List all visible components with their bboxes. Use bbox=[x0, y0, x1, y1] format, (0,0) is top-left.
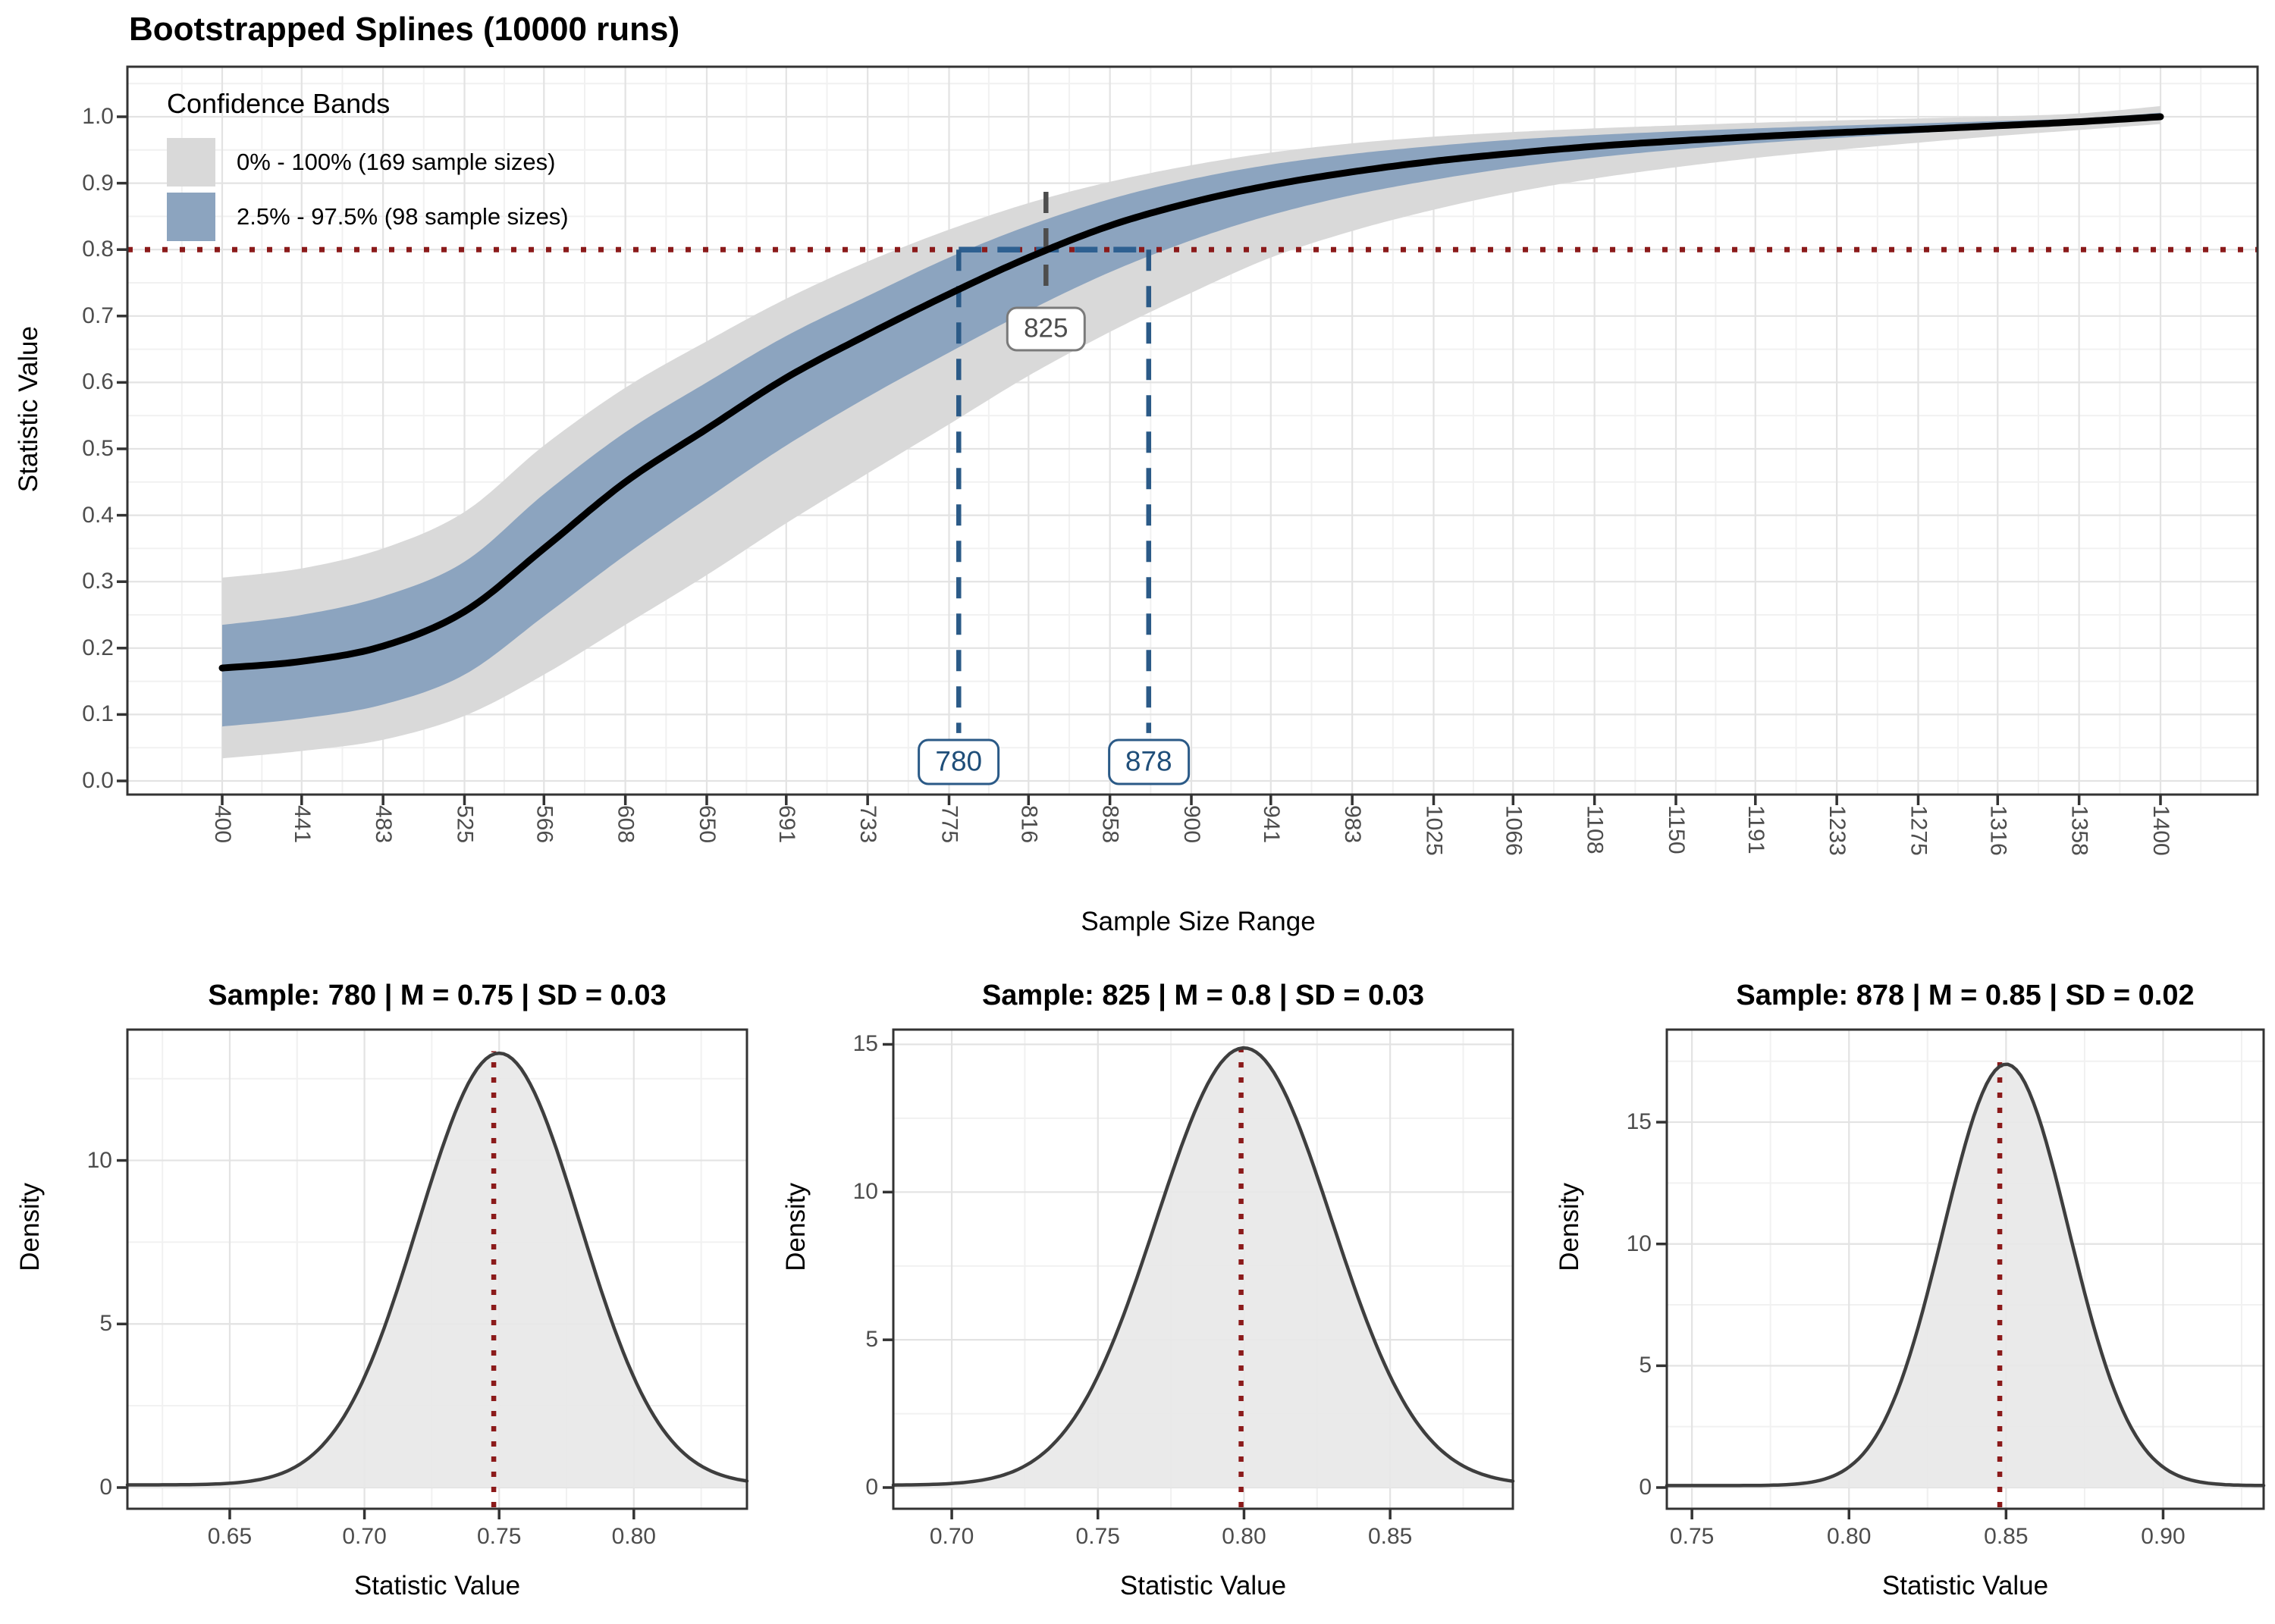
main-x-tick-label: 733 bbox=[855, 805, 881, 844]
outer-band-label: 0% - 100% (169 sample sizes) bbox=[237, 149, 556, 175]
density-y-tick-label: 0 bbox=[99, 1475, 112, 1500]
main-x-tick-label: 691 bbox=[774, 805, 799, 844]
density-area-878 bbox=[1667, 1064, 2264, 1488]
main-y-tick-label: 0.8 bbox=[82, 237, 114, 262]
main-x-tick-label: 1275 bbox=[1906, 805, 1931, 856]
annotation-mean-crossing: 825 bbox=[1006, 306, 1086, 352]
main-y-axis-title: Statistic Value bbox=[14, 326, 43, 493]
density-curve-825 bbox=[891, 1046, 1515, 1487]
main-x-tick-label: 525 bbox=[452, 805, 478, 844]
density-x-tick-label: 0.80 bbox=[611, 1524, 656, 1549]
density-y-tick-label: 15 bbox=[852, 1031, 878, 1057]
inner-band-label: 2.5% - 97.5% (98 sample sizes) bbox=[237, 203, 569, 230]
density-y-tick-label: 15 bbox=[1626, 1109, 1652, 1135]
main-x-tick-label: 608 bbox=[613, 805, 639, 844]
density-y-tick-label: 10 bbox=[86, 1147, 112, 1173]
inner-band-swatch bbox=[167, 193, 215, 241]
annotation-upper-crossing: 878 bbox=[1107, 738, 1190, 785]
density-x-tick-label: 0.75 bbox=[476, 1524, 522, 1549]
density-panel-border bbox=[1665, 1028, 2265, 1510]
density-x-tick-label: 0.85 bbox=[1367, 1524, 1413, 1549]
legend-item-inner-band: 2.5% - 97.5% (98 sample sizes) bbox=[167, 193, 569, 241]
outer-band-swatch bbox=[167, 138, 215, 187]
density-area-780 bbox=[127, 1053, 747, 1488]
main-y-tick-label: 0.0 bbox=[82, 768, 114, 793]
density-x-tick-label: 0.70 bbox=[342, 1524, 387, 1549]
density-x-tick-label: 0.80 bbox=[1827, 1524, 1872, 1549]
main-x-tick-label: 650 bbox=[695, 805, 720, 844]
main-chart-title: Bootstrapped Splines (10000 runs) bbox=[129, 11, 680, 48]
main-y-tick-label: 0.4 bbox=[82, 502, 114, 528]
density-title-825: Sample: 825 | M = 0.8 | SD = 0.03 bbox=[981, 980, 1425, 1011]
main-x-tick-label: 1233 bbox=[1825, 805, 1850, 856]
main-y-tick-label: 0.2 bbox=[82, 635, 114, 660]
density-x-tick-label: 0.85 bbox=[1984, 1524, 2029, 1549]
main-x-tick-label: 400 bbox=[210, 805, 235, 844]
main-x-tick-label: 775 bbox=[937, 805, 962, 844]
density-x-axis-title-878: Statistic Value bbox=[1881, 1571, 2049, 1600]
main-y-tick-label: 1.0 bbox=[82, 104, 114, 129]
main-y-tick-label: 0.5 bbox=[82, 436, 114, 461]
density-y-axis-title-780: Density bbox=[15, 1183, 45, 1271]
main-x-tick-label: 1316 bbox=[1985, 805, 2011, 856]
density-x-tick-label: 0.70 bbox=[929, 1524, 974, 1549]
density-y-tick-label: 0 bbox=[1639, 1475, 1652, 1500]
density-x-tick-label: 0.65 bbox=[207, 1524, 253, 1549]
main-y-tick-label: 0.3 bbox=[82, 569, 114, 594]
main-panel-border bbox=[126, 65, 2259, 796]
main-y-tick-label: 0.7 bbox=[82, 303, 114, 328]
density-curve-878 bbox=[1665, 1062, 2266, 1488]
density-area-825 bbox=[893, 1048, 1513, 1488]
main-y-tick-label: 0.9 bbox=[82, 170, 114, 196]
density-x-axis-title-825: Statistic Value bbox=[1119, 1571, 1287, 1600]
main-x-tick-label: 1358 bbox=[2066, 805, 2092, 856]
density-y-tick-label: 0 bbox=[865, 1475, 878, 1500]
main-x-tick-label: 900 bbox=[1179, 805, 1204, 844]
density-y-tick-label: 10 bbox=[1626, 1231, 1652, 1256]
main-x-tick-label: 983 bbox=[1340, 805, 1366, 844]
density-x-tick-label: 0.90 bbox=[2141, 1524, 2186, 1549]
main-y-tick-label: 0.6 bbox=[82, 369, 114, 395]
density-y-axis-title-825: Density bbox=[781, 1183, 811, 1271]
density-curve-780 bbox=[125, 1051, 749, 1487]
inner-confidence-band bbox=[222, 112, 2160, 727]
main-x-tick-label: 858 bbox=[1097, 805, 1123, 844]
density-panel-border bbox=[892, 1028, 1514, 1510]
density-panel-border bbox=[126, 1028, 748, 1510]
main-x-tick-label: 1108 bbox=[1582, 805, 1608, 854]
density-x-tick-label: 0.75 bbox=[1669, 1524, 1715, 1549]
density-y-tick-label: 5 bbox=[99, 1311, 112, 1337]
confidence-bands-legend: Confidence Bands 0% - 100% (169 sample s… bbox=[167, 88, 569, 247]
main-x-tick-label: 1150 bbox=[1664, 805, 1689, 854]
main-x-tick-label: 1066 bbox=[1501, 805, 1527, 856]
main-x-tick-label: 941 bbox=[1258, 805, 1284, 844]
legend-item-outer-band: 0% - 100% (169 sample sizes) bbox=[167, 138, 569, 187]
legend-title: Confidence Bands bbox=[167, 88, 391, 119]
density-title-878: Sample: 878 | M = 0.85 | SD = 0.02 bbox=[1736, 980, 2195, 1011]
density-y-tick-label: 5 bbox=[865, 1327, 878, 1353]
annotation-lower-crossing: 780 bbox=[918, 738, 1000, 785]
main-x-tick-label: 1191 bbox=[1743, 805, 1768, 854]
density-title-780: Sample: 780 | M = 0.75 | SD = 0.03 bbox=[208, 980, 667, 1011]
density-x-axis-title-780: Statistic Value bbox=[353, 1571, 521, 1600]
main-x-tick-label: 441 bbox=[289, 805, 315, 844]
main-x-tick-label: 566 bbox=[532, 805, 557, 844]
main-x-axis-title: Sample Size Range bbox=[1081, 907, 1316, 936]
main-x-tick-label: 816 bbox=[1016, 805, 1042, 844]
density-y-tick-label: 5 bbox=[1639, 1353, 1652, 1378]
main-x-tick-label: 1025 bbox=[1421, 805, 1447, 856]
main-x-tick-label: 1400 bbox=[2148, 805, 2173, 856]
density-x-tick-label: 0.80 bbox=[1222, 1524, 1266, 1549]
density-y-axis-title-878: Density bbox=[1555, 1183, 1584, 1271]
density-x-tick-label: 0.75 bbox=[1075, 1524, 1120, 1549]
density-y-tick-label: 10 bbox=[852, 1179, 878, 1205]
main-y-tick-label: 0.1 bbox=[82, 701, 114, 727]
mean-spline-curve bbox=[218, 113, 2164, 672]
main-x-tick-label: 483 bbox=[371, 805, 397, 844]
